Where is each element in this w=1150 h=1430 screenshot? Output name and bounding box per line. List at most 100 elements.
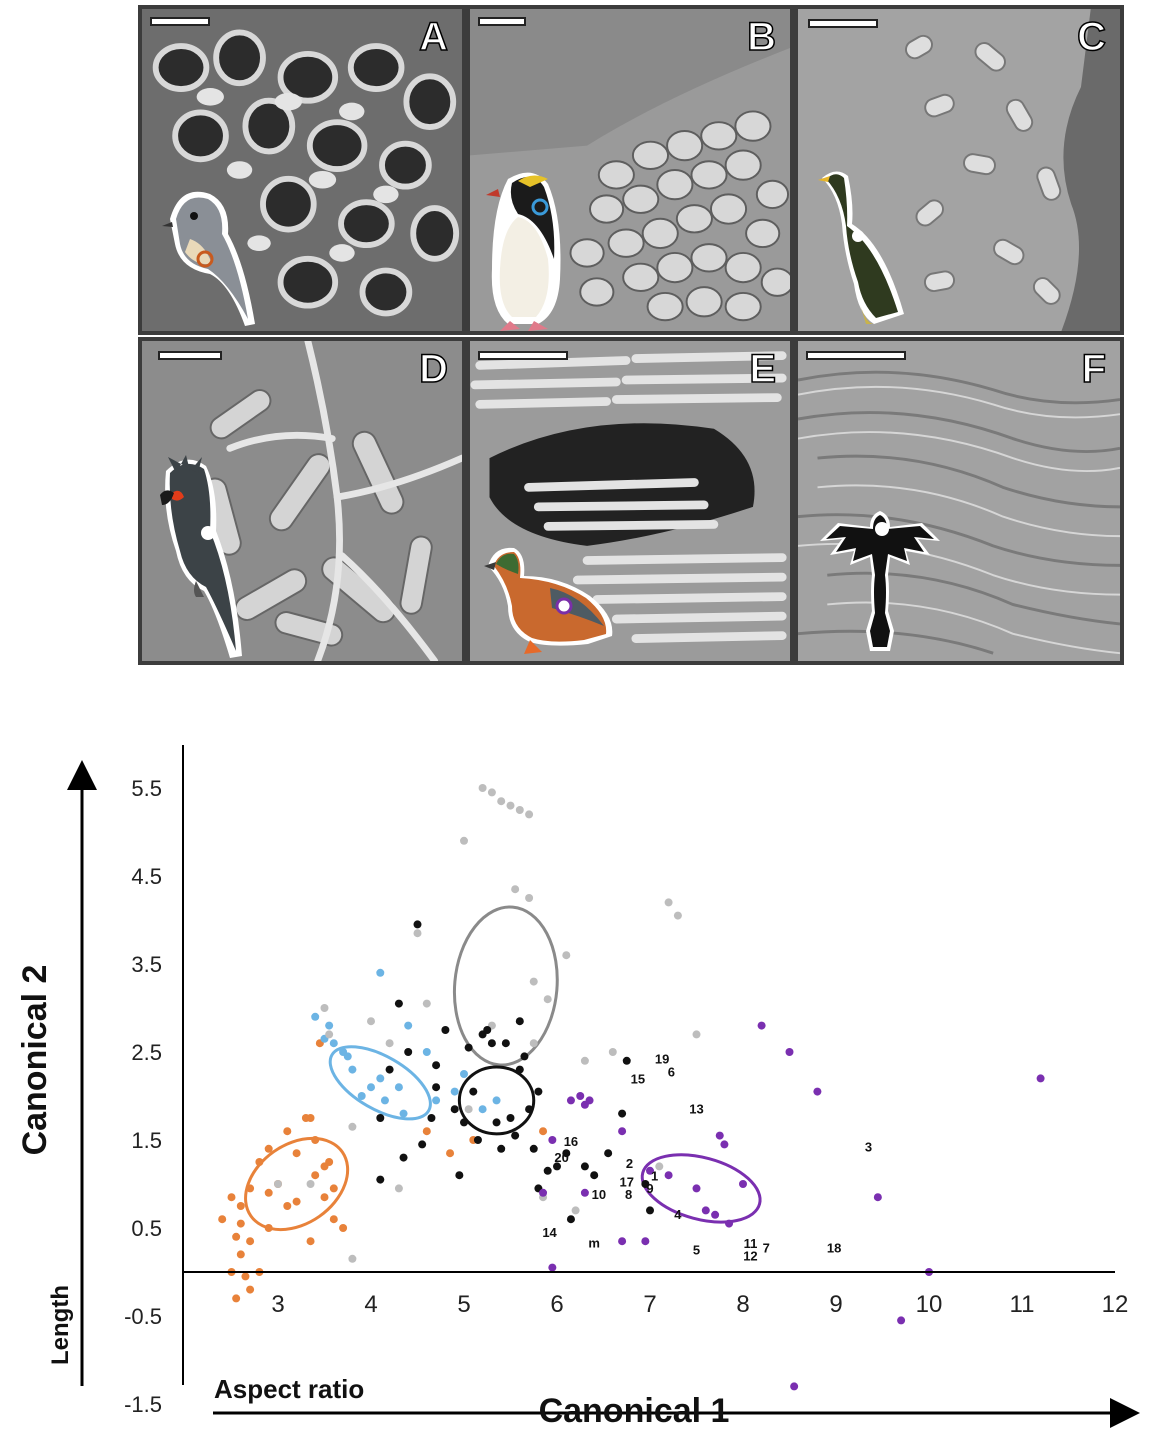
data-point-black bbox=[529, 1144, 538, 1153]
point-label: 4 bbox=[674, 1207, 682, 1222]
point-label: 19 bbox=[655, 1051, 669, 1066]
data-point-black bbox=[501, 1039, 510, 1048]
data-point-orange bbox=[236, 1219, 245, 1228]
data-point-black bbox=[641, 1180, 650, 1188]
data-point-orange bbox=[329, 1215, 338, 1224]
data-point-purple bbox=[585, 1096, 594, 1105]
sem-texture-cocci bbox=[470, 9, 790, 331]
y-axis-title: Canonical 2 bbox=[16, 965, 54, 1156]
data-point-orange bbox=[306, 1237, 315, 1246]
sem-texture-sparse-rods bbox=[798, 9, 1120, 331]
x-tick-label: 3 bbox=[271, 1291, 284, 1318]
data-point-orange bbox=[241, 1272, 250, 1281]
data-point-blue bbox=[380, 1096, 389, 1105]
data-point-black bbox=[376, 1175, 385, 1184]
sample-marker bbox=[531, 198, 549, 216]
x-tick-label: 10 bbox=[916, 1291, 943, 1318]
x-tick-label: 9 bbox=[829, 1291, 842, 1318]
point-label: 12 bbox=[743, 1249, 757, 1264]
data-point-grey bbox=[367, 1017, 375, 1026]
data-point-blue bbox=[348, 1065, 357, 1074]
point-label: 16 bbox=[564, 1134, 578, 1149]
data-point-orange bbox=[246, 1285, 255, 1294]
data-point-blue bbox=[367, 1083, 375, 1092]
point-label: 17 bbox=[620, 1175, 634, 1190]
group-ellipse-grey bbox=[452, 905, 559, 1067]
point-label: 3 bbox=[865, 1139, 872, 1154]
data-point-black bbox=[394, 999, 403, 1008]
data-point-black bbox=[492, 1118, 501, 1127]
panel-e: E bbox=[466, 337, 794, 665]
data-point-orange bbox=[255, 1158, 264, 1166]
data-point-orange bbox=[264, 1224, 273, 1232]
point-label: 9 bbox=[646, 1181, 653, 1196]
data-point-blue bbox=[404, 1021, 413, 1030]
data-point-purple bbox=[618, 1127, 627, 1136]
x-axis-title: Canonical 1 bbox=[539, 1392, 730, 1430]
data-point-purple bbox=[566, 1096, 575, 1105]
group-ellipse-blue bbox=[328, 1045, 432, 1121]
data-point-black bbox=[590, 1171, 599, 1180]
data-point-grey bbox=[394, 1184, 403, 1193]
point-label: 1 bbox=[651, 1168, 658, 1183]
group-ellipses bbox=[244, 905, 762, 1232]
x-tick-label: 4 bbox=[364, 1291, 377, 1318]
data-point-black bbox=[511, 1131, 520, 1140]
data-point-orange bbox=[311, 1136, 320, 1144]
data-point-orange bbox=[218, 1215, 227, 1224]
data-point-purple bbox=[692, 1184, 701, 1193]
data-point-orange bbox=[232, 1294, 241, 1303]
x-tick-label: 7 bbox=[643, 1291, 656, 1318]
data-point-blue bbox=[343, 1052, 352, 1061]
data-point-black bbox=[469, 1087, 478, 1096]
point-label: m bbox=[588, 1235, 600, 1250]
data-point-blue bbox=[399, 1109, 408, 1118]
data-point-black bbox=[399, 1153, 408, 1162]
data-point-purple bbox=[1036, 1074, 1045, 1083]
data-point-purple bbox=[664, 1171, 673, 1180]
tufted-titmouse-icon bbox=[162, 191, 255, 326]
data-point-orange bbox=[306, 1114, 315, 1122]
data-point-blue bbox=[329, 1039, 338, 1048]
axes bbox=[182, 745, 1115, 1385]
data-point-black bbox=[525, 1105, 534, 1114]
panel-label: D bbox=[418, 347, 448, 391]
panel-label: C bbox=[1076, 15, 1106, 59]
data-point-black bbox=[487, 1039, 496, 1048]
point-label: 18 bbox=[827, 1241, 841, 1256]
data-point-grey bbox=[478, 784, 487, 792]
x-tick-label: 8 bbox=[736, 1291, 749, 1318]
data-point-black bbox=[520, 1052, 529, 1061]
data-point-grey bbox=[325, 1030, 334, 1039]
group-ellipse-purple bbox=[640, 1153, 762, 1224]
data-point-orange bbox=[246, 1237, 255, 1246]
data-point-purple bbox=[720, 1140, 729, 1149]
data-point-purple bbox=[757, 1021, 766, 1030]
data-point-purple bbox=[548, 1263, 557, 1272]
data-point-grey bbox=[664, 898, 673, 907]
data-point-orange bbox=[539, 1127, 548, 1136]
data-point-purple bbox=[576, 1092, 585, 1100]
data-point-black bbox=[618, 1109, 627, 1118]
data-point-grey bbox=[580, 1056, 589, 1065]
x-tick-label: 12 bbox=[1102, 1291, 1129, 1318]
data-point-orange bbox=[264, 1188, 273, 1197]
scale-bar bbox=[158, 351, 222, 360]
data-point-orange bbox=[339, 1224, 348, 1232]
x-tick-label: 11 bbox=[1010, 1291, 1035, 1318]
data-point-blue bbox=[376, 968, 385, 977]
sem-texture-rods-filaments bbox=[142, 341, 462, 661]
data-point-purple bbox=[785, 1048, 794, 1056]
x-tick-labels: 3 4 5 6 7 8 9 10 11 12 bbox=[271, 1291, 1128, 1318]
data-point-orange bbox=[311, 1171, 320, 1180]
group-ellipse-orange bbox=[244, 1136, 350, 1232]
sample-marker bbox=[201, 526, 215, 540]
data-point-grey bbox=[673, 911, 682, 920]
data-point-orange bbox=[283, 1127, 292, 1136]
panel-label: A bbox=[418, 15, 448, 59]
point-label: 13 bbox=[689, 1102, 703, 1117]
point-label: 8 bbox=[625, 1187, 632, 1202]
data-point-black bbox=[646, 1206, 654, 1215]
data-point-black bbox=[534, 1087, 543, 1096]
sem-texture-stacked-rods bbox=[470, 341, 790, 661]
